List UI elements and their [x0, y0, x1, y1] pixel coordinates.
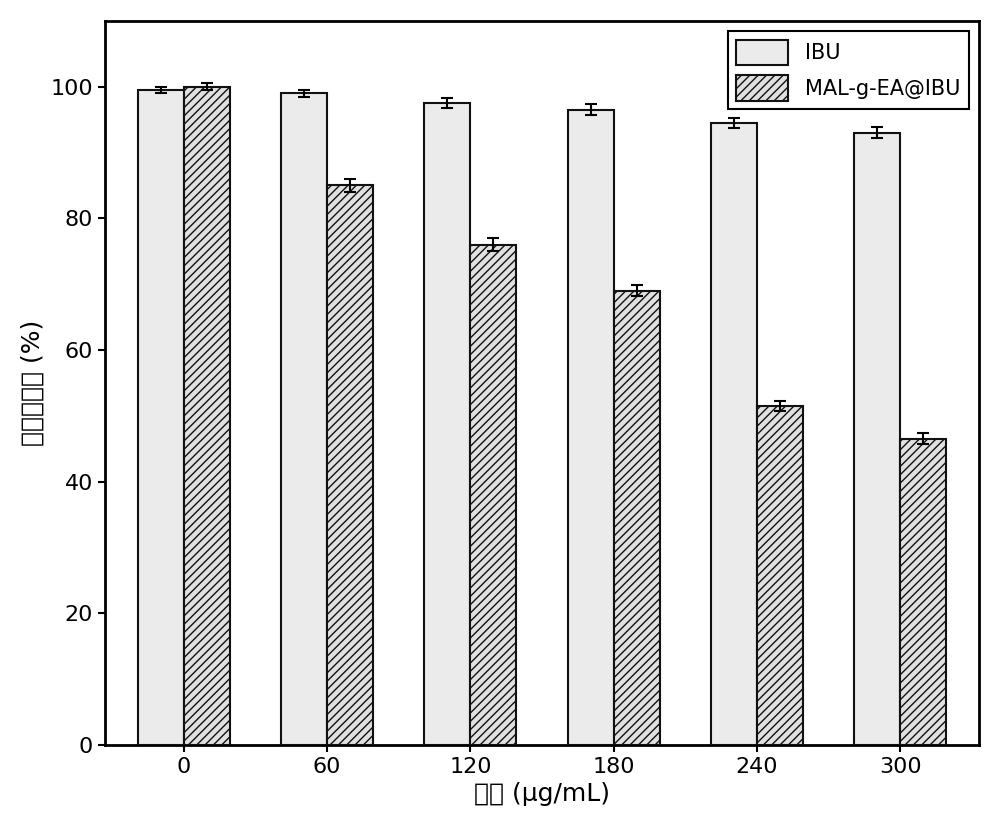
Bar — [757, 406, 803, 745]
Y-axis label: 细胞存活率 (%): 细胞存活率 (%) — [21, 320, 45, 446]
Bar — [854, 132, 900, 745]
Bar — [900, 439, 946, 745]
X-axis label: 浓度 (μg/mL): 浓度 (μg/mL) — [474, 782, 610, 806]
Bar — [327, 185, 373, 745]
Bar — [470, 245, 516, 745]
Bar — [424, 103, 470, 745]
Bar — [614, 290, 660, 745]
Bar — [711, 123, 757, 745]
Legend: IBU, MAL-g-EA@IBU: IBU, MAL-g-EA@IBU — [728, 31, 969, 109]
Bar — [568, 110, 614, 745]
Bar — [138, 90, 184, 745]
Bar — [184, 87, 230, 745]
Bar — [281, 93, 327, 745]
